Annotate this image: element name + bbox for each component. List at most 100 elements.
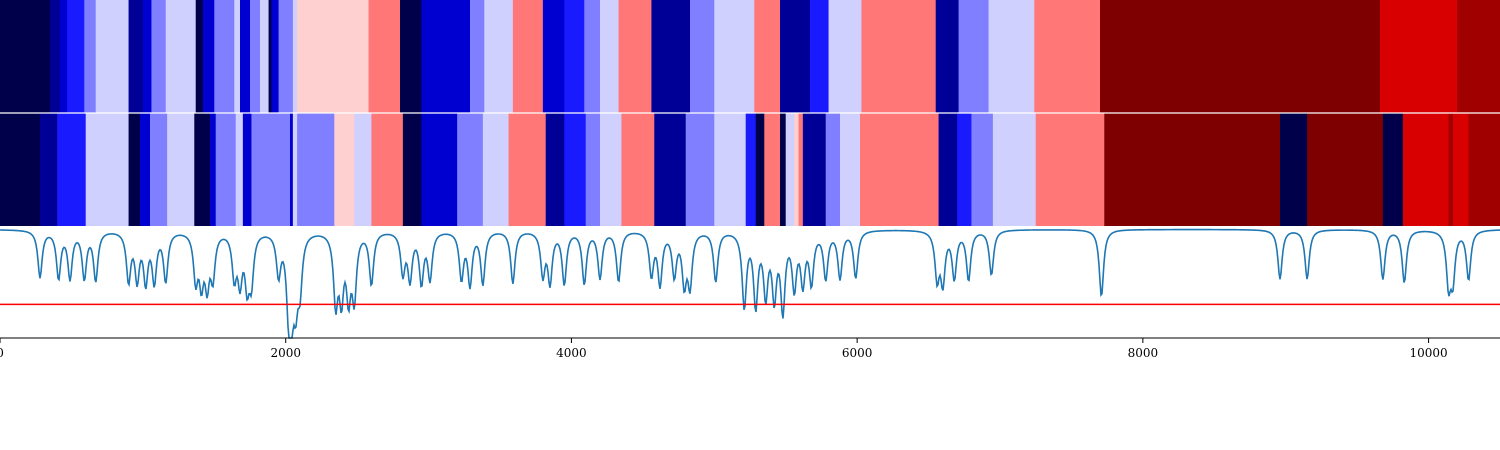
- band-top-segment: [165, 0, 197, 113]
- band-top-segment: [400, 0, 422, 113]
- band-bottom-segment: [785, 113, 795, 226]
- band-top-segment: [50, 0, 61, 113]
- band-bottom-segment: [621, 113, 655, 226]
- band-bottom-segment: [128, 113, 141, 226]
- band-bottom-segment: [354, 113, 372, 226]
- signal-line: [0, 228, 1500, 339]
- band-top-segment: [292, 0, 298, 113]
- x-tick-label: 8000: [1128, 346, 1159, 360]
- band-top-segment: [250, 0, 261, 113]
- band-top-segment: [368, 0, 401, 113]
- band-top-segment: [828, 0, 862, 113]
- band-top-segment: [95, 0, 129, 113]
- band-top-segment: [278, 0, 294, 113]
- band-bottom-segment: [421, 113, 458, 226]
- band-bottom-segment: [780, 113, 787, 226]
- band-bottom-segment: [802, 113, 827, 226]
- signal-panel: [0, 228, 1500, 339]
- band-top-segment: [214, 0, 235, 113]
- band-bottom-segment: [402, 113, 422, 226]
- band-bottom-segment: [957, 113, 972, 226]
- band-top-segment: [958, 0, 989, 113]
- band-top-segment: [240, 0, 251, 113]
- band-bottom-segment: [1382, 113, 1404, 226]
- band-bottom-segment: [290, 113, 294, 226]
- band-bottom-segment: [371, 113, 404, 226]
- band-top-segment: [651, 0, 691, 113]
- band-bottom-segment: [564, 113, 587, 226]
- band-top-segment: [260, 0, 269, 113]
- band-bottom-segment: [794, 113, 799, 226]
- band-bottom-segment: [971, 113, 994, 226]
- band-top-segment: [151, 0, 167, 113]
- band-bottom-segment: [334, 113, 355, 226]
- band-top-segment: [60, 0, 68, 113]
- band-top-segment: [421, 0, 471, 113]
- band-bottom-segment: [840, 113, 861, 226]
- band-bottom-segment: [545, 113, 565, 226]
- band-top-segment: [268, 0, 272, 113]
- band-bottom-segment: [482, 113, 509, 226]
- band-bottom-segment: [798, 113, 804, 226]
- band-bottom-segment: [150, 113, 168, 226]
- band-top-segment: [128, 0, 144, 113]
- band-top-segment: [690, 0, 715, 113]
- band-bottom-segment: [0, 113, 41, 226]
- band-bottom-segment: [600, 113, 622, 226]
- band-bottom-segment: [825, 113, 841, 226]
- band-top-segment: [861, 0, 937, 113]
- band-top-segment: [470, 0, 485, 113]
- x-tick-label: 4000: [556, 346, 587, 360]
- band-top-segment: [714, 0, 755, 113]
- band-bottom: [0, 113, 1500, 226]
- band-bottom-segment: [585, 113, 601, 226]
- band-top-segment: [484, 0, 514, 113]
- band-bottom-segment: [685, 113, 715, 226]
- band-bottom-segment: [292, 113, 298, 226]
- band-bottom-segment: [140, 113, 151, 226]
- band-top-segment: [935, 0, 959, 113]
- band-bottom-segment: [40, 113, 58, 226]
- band-bottom-segment: [1104, 113, 1281, 226]
- band-top-segment: [195, 0, 204, 113]
- x-ticks: 0 2000 4000 6000 8000 10000: [0, 338, 1448, 360]
- band-top-segment: [512, 0, 544, 113]
- band-bottom-segment: [938, 113, 958, 226]
- band-bottom-segment: [251, 113, 291, 226]
- band-bottom-segment: [194, 113, 211, 226]
- band-top-segment: [1380, 0, 1458, 113]
- band-bottom-segment: [297, 113, 335, 226]
- band-bottom-segment: [242, 113, 252, 226]
- band-top-segment: [67, 0, 85, 113]
- band-top-segment: [297, 0, 369, 113]
- band-bottom-segment: [1402, 113, 1449, 226]
- x-tick-label: 10000: [1409, 346, 1447, 360]
- band-top: [0, 0, 1500, 113]
- band-top-segment: [754, 0, 781, 113]
- x-tick-label: 0: [0, 346, 4, 360]
- band-bottom-segment: [992, 113, 1037, 226]
- band-top-segment: [564, 0, 585, 113]
- band-bottom-segment: [1307, 113, 1384, 226]
- band-bottom-segment: [215, 113, 237, 226]
- band-bottom-segment: [508, 113, 547, 226]
- band-top-segment: [542, 0, 565, 113]
- band-bottom-segment: [167, 113, 195, 226]
- band-bottom-segment: [1280, 113, 1308, 226]
- band-bottom-segment: [1468, 113, 1500, 226]
- band-top-segment: [810, 0, 829, 113]
- x-tick-label: 6000: [842, 346, 873, 360]
- band-bottom-segment: [210, 113, 217, 226]
- band-bottom-segment: [860, 113, 939, 226]
- band-top-segment: [234, 0, 241, 113]
- band-top-segment: [988, 0, 1035, 113]
- band-bottom-segment: [1448, 113, 1454, 226]
- band-bottom-segment: [1035, 113, 1105, 226]
- band-top-segment: [600, 0, 619, 113]
- band-bottom-segment: [755, 113, 765, 226]
- band-top-segment: [202, 0, 215, 113]
- band-top-segment: [1034, 0, 1101, 113]
- band-top-segment: [271, 0, 279, 113]
- band-top-segment: [584, 0, 601, 113]
- band-top-segment: [618, 0, 652, 113]
